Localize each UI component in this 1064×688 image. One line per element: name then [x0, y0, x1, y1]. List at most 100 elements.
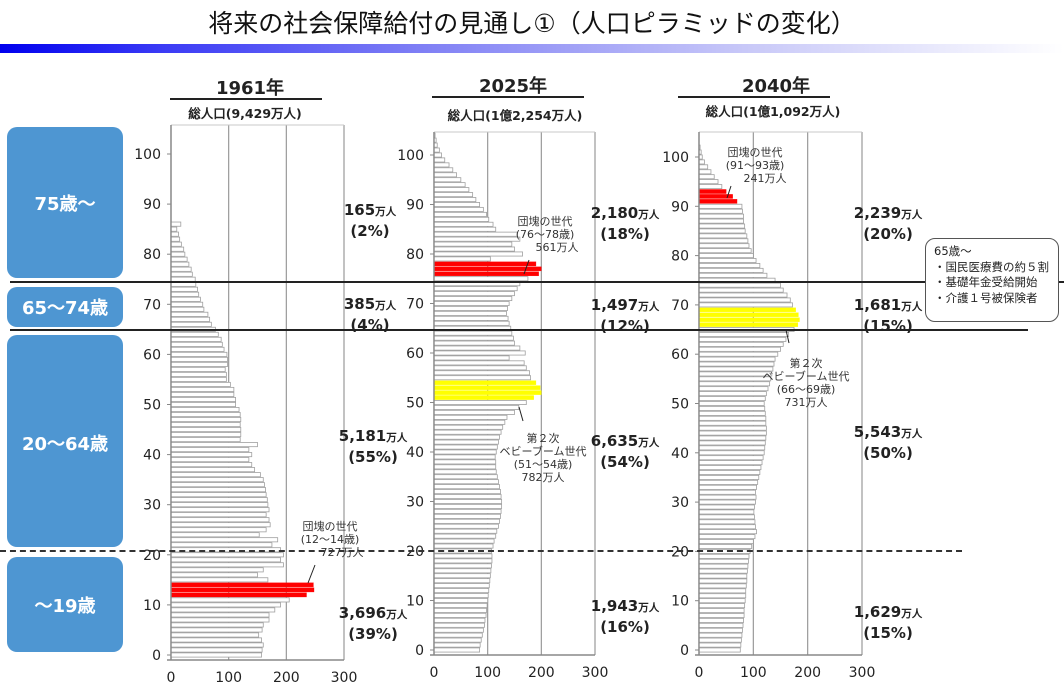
bar-age-82 — [698, 243, 750, 249]
bar-age-37 — [698, 465, 762, 471]
bar-age-90 — [698, 203, 743, 209]
annotation-line: 727万人 — [320, 546, 364, 559]
annotation-line: (76〜78歳) — [515, 228, 575, 241]
bar-age-5 — [170, 627, 263, 633]
chart-2025-title-underline — [432, 96, 584, 98]
chart-2040-title-underline — [678, 96, 830, 98]
annotation-1961-dankai: 団塊の世代 (12〜14歳) 727万人 — [280, 520, 380, 559]
total-unit: 万人 — [901, 209, 923, 221]
x-tick-label: 0 — [430, 665, 439, 681]
bar-age-52 — [698, 391, 767, 397]
bar-age-17 — [698, 563, 749, 569]
bar-age-34 — [698, 479, 759, 485]
annotation-line: 第２次 — [526, 432, 560, 445]
y-tick-label: 90 — [406, 198, 424, 214]
total-share: (20%) — [863, 225, 913, 243]
bar-age-86 — [698, 223, 746, 229]
bar-age-72 — [433, 291, 515, 297]
x-tick-label: 200 — [528, 665, 555, 681]
bar-age-68 — [433, 310, 507, 316]
bar-age-33 — [698, 484, 757, 490]
bar-age-21 — [433, 543, 494, 549]
bar-age-2 — [433, 637, 482, 643]
bar-age-3 — [170, 637, 262, 643]
bar-age-99 — [433, 157, 446, 163]
total-value: 2,239 — [853, 204, 902, 222]
bar-age-82 — [170, 241, 182, 247]
bar-age-33 — [170, 487, 266, 493]
annotation-line: 561万人 — [535, 241, 579, 254]
bar-age-5 — [698, 622, 744, 628]
total-value: 1,681 — [853, 296, 902, 314]
bar-age-15 — [170, 577, 269, 583]
bar-age-9 — [170, 607, 276, 613]
bar-age-73 — [170, 286, 198, 292]
bar-age-60 — [170, 351, 228, 357]
y-tick-label: 100 — [662, 150, 689, 166]
y-tick-label: 40 — [671, 446, 689, 462]
bar-age-23 — [698, 534, 756, 540]
x-tick-label: 200 — [273, 670, 300, 685]
bar-age-31 — [170, 497, 268, 503]
bar-highlight-age-67 — [698, 317, 800, 322]
bar-age-68 — [170, 311, 209, 317]
bar-age-26 — [698, 519, 756, 525]
bar-age-47 — [433, 414, 508, 420]
bar-age-85 — [433, 226, 497, 232]
bar-age-74 — [170, 281, 197, 287]
bar-age-41 — [698, 445, 766, 451]
bar-age-101 — [433, 147, 440, 153]
total-share: (16%) — [600, 618, 650, 636]
bar-age-59 — [433, 355, 510, 361]
bar-age-27 — [433, 513, 501, 519]
x-tick-label: 300 — [849, 665, 875, 681]
total-1961-20-64: 5,181万人 (55%) — [328, 427, 418, 467]
total-share: (4%) — [350, 316, 390, 334]
bar-age-2 — [698, 637, 742, 643]
chart-2025-pyramid: 0 100 200 300 0 10 20 30 40 50 60 70 80 90 100 — [397, 131, 608, 681]
bar-age-42 — [698, 440, 766, 446]
total-value: 1,943 — [590, 597, 639, 615]
y-tick-label: 70 — [406, 297, 424, 313]
bar-age-10 — [698, 598, 746, 604]
bar-age-24 — [433, 528, 498, 534]
bar-highlight-age-51 — [433, 395, 534, 400]
bar-age-44 — [433, 429, 502, 435]
bar-age-71 — [698, 297, 791, 303]
bar-age-29 — [433, 503, 503, 509]
bar-highlight-age-91 — [698, 199, 738, 204]
bar-age-35 — [433, 474, 498, 480]
annotation-line: (91〜93歳) — [725, 159, 785, 172]
bar-age-31 — [433, 494, 502, 500]
callout-item: ・基礎年金受給開始 — [934, 275, 1038, 289]
bar-age-88 — [698, 213, 744, 219]
bar-age-22 — [170, 542, 273, 548]
y-tick-label: 80 — [671, 249, 689, 265]
callout-item: ・国民医療費の約５割 — [934, 259, 1049, 274]
total-2025-75plus: 2,180万人 (18%) — [585, 204, 665, 244]
bar-age-58 — [170, 361, 228, 367]
total-share: (2%) — [350, 222, 390, 240]
bar-age-40 — [433, 449, 497, 455]
bar-age-39 — [170, 457, 250, 463]
total-2025-65-74: 1,497万人 (12%) — [585, 296, 665, 336]
bar-age-50 — [433, 400, 527, 405]
bar-age-44 — [170, 432, 242, 438]
chart-1961-total: 総人口(9,429万人) — [188, 106, 302, 121]
bar-age-71 — [433, 296, 513, 302]
bar-age-30 — [433, 499, 503, 504]
bar-age-19 — [433, 553, 493, 559]
bar-age-5 — [433, 622, 485, 628]
bar-age-15 — [698, 573, 748, 579]
bar-age-12 — [433, 588, 490, 594]
bar-age-67 — [433, 315, 509, 321]
bar-age-0 — [433, 647, 481, 653]
bar-age-39 — [433, 454, 496, 460]
callout-heading: 65歳〜 — [934, 244, 972, 258]
bar-age-91 — [433, 197, 477, 203]
annotation-line: 241万人 — [743, 172, 787, 185]
bar-age-17 — [433, 563, 492, 569]
bar-age-78 — [698, 262, 761, 268]
total-2025-20-64: 6,635万人 (54%) — [585, 432, 665, 472]
bar-age-8 — [698, 608, 745, 614]
